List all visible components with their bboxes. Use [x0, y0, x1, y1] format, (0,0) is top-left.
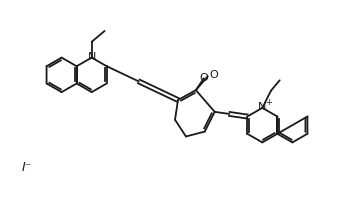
Text: O: O: [199, 73, 208, 83]
Text: N: N: [87, 52, 96, 62]
Text: I⁻: I⁻: [21, 161, 32, 174]
Text: +: +: [265, 98, 272, 107]
Text: N: N: [258, 102, 267, 112]
Text: O: O: [210, 70, 218, 80]
